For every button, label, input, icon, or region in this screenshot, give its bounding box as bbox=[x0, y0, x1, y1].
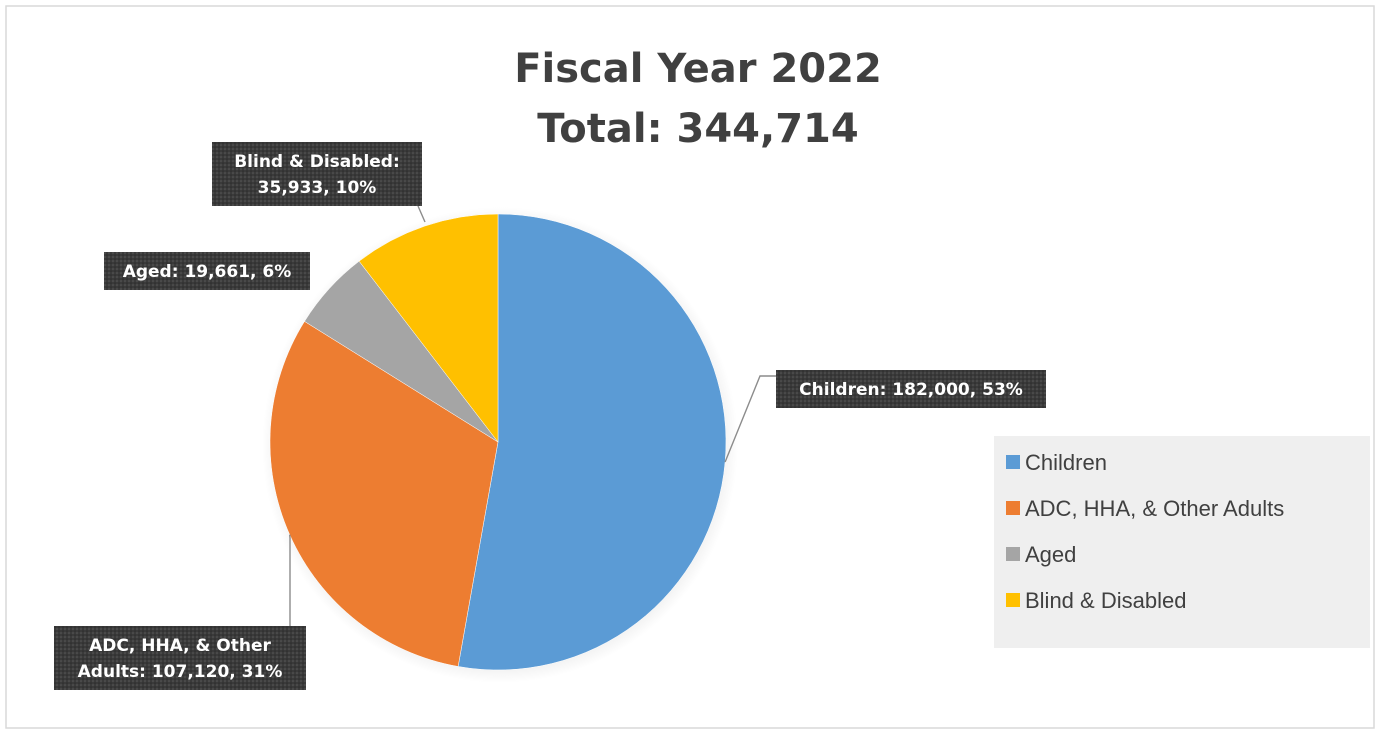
data-label-text: Children: 182,000, 53% bbox=[799, 380, 1023, 400]
legend-background bbox=[994, 436, 1370, 648]
legend-label: Aged bbox=[1025, 542, 1076, 567]
data-label-adc-hha-other-adults: ADC, HHA, & Other Adults: 107,120, 31% bbox=[54, 626, 306, 690]
legend-label: ADC, HHA, & Other Adults bbox=[1025, 496, 1284, 521]
legend-swatch bbox=[1006, 547, 1020, 561]
legend: Children ADC, HHA, & Other Adults Aged Blin… bbox=[994, 436, 1370, 648]
data-label-box bbox=[776, 370, 1046, 408]
legend-item-adc-hha-other-adults: ADC, HHA, & Other Adults bbox=[1006, 496, 1284, 521]
data-label-text: Aged: 19,661, 6% bbox=[123, 262, 292, 282]
data-label-text: Adults: 107,120, 31% bbox=[78, 662, 283, 682]
data-labels: Children: 182,000, 53%ADC, HHA, & OtherA… bbox=[54, 142, 1046, 690]
legend-item-aged: Aged bbox=[1006, 542, 1076, 567]
data-label-box bbox=[104, 252, 310, 290]
legend-swatch bbox=[1006, 455, 1020, 469]
data-label-text: Blind & Disabled: bbox=[234, 152, 400, 172]
data-label-blind-disabled: Blind & Disabled: 35,933, 10% bbox=[212, 142, 422, 206]
slice-blind-disabled bbox=[358, 213, 499, 443]
legend-swatch bbox=[1006, 593, 1020, 607]
pie-slices bbox=[269, 213, 727, 671]
leader-line-blind-disabled bbox=[417, 205, 426, 223]
data-label-box bbox=[212, 142, 422, 206]
chart-subtitle: Total: 344,714 bbox=[537, 106, 858, 152]
data-label-aged: Aged: 19,661, 6% bbox=[104, 252, 310, 290]
data-label-box bbox=[54, 626, 306, 690]
legend-item-blind-disabled: Blind & Disabled bbox=[1006, 588, 1186, 613]
legend-item-children: Children bbox=[1006, 450, 1107, 475]
legend-label: Children bbox=[1025, 450, 1107, 475]
slice-children bbox=[457, 213, 727, 671]
chart-title: Fiscal Year 2022 bbox=[514, 46, 882, 92]
legend-swatch bbox=[1006, 501, 1020, 515]
data-label-text: 35,933, 10% bbox=[258, 178, 377, 198]
legend-label: Blind & Disabled bbox=[1025, 588, 1186, 613]
data-label-children: Children: 182,000, 53% bbox=[776, 370, 1046, 408]
data-label-text: ADC, HHA, & Other bbox=[89, 636, 271, 656]
